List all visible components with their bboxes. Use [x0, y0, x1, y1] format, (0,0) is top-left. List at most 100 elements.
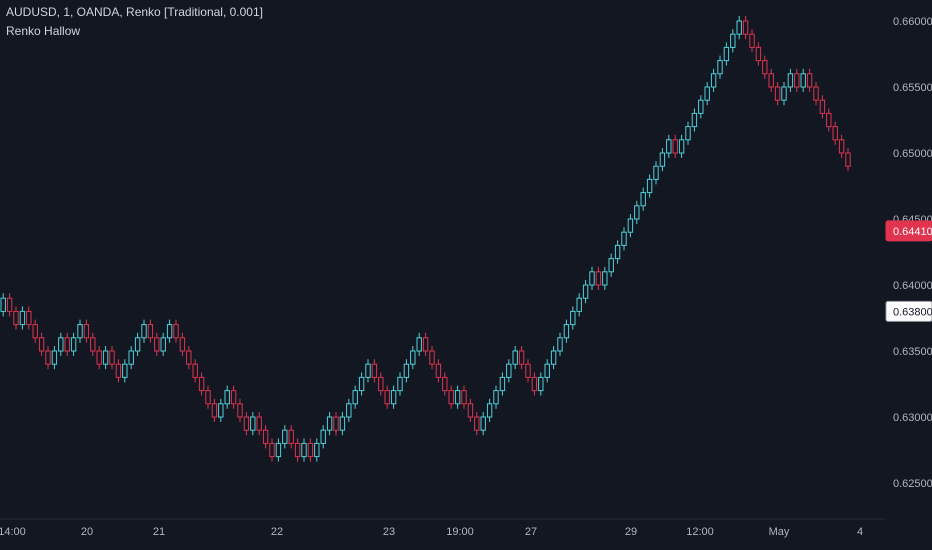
renko-brick: [294, 438, 301, 462]
renko-brick: [762, 55, 768, 79]
renko-brick: [205, 385, 211, 409]
price-tick-label: 0.65000: [893, 148, 932, 160]
renko-brick: [557, 332, 563, 356]
renko-brick: [352, 385, 358, 409]
price-tags: 0.64410 0.63800: [885, 220, 932, 322]
renko-brick: [333, 412, 339, 436]
renko-brick: [832, 121, 838, 145]
symbol-legend[interactable]: AUDUSD, 1, OANDA, Renko [Traditional, 0.…: [6, 5, 263, 19]
marker-price-tag: 0.63800: [885, 300, 932, 322]
price-tick-label: 0.64000: [893, 280, 932, 292]
time-tick-label: 21: [153, 526, 165, 538]
renko-brick: [704, 82, 710, 106]
renko-brick: [493, 385, 499, 409]
renko-brick: [614, 240, 621, 264]
renko-brick: [384, 385, 390, 409]
renko-brick: [486, 398, 493, 422]
renko-brick: [499, 372, 506, 396]
price-tick-label: 0.65500: [893, 82, 932, 94]
renko-brick: [58, 332, 64, 356]
renko-brick: [32, 319, 38, 343]
renko-brick: [666, 134, 672, 158]
renko-brick: [307, 438, 314, 462]
renko-brick: [845, 148, 851, 172]
current-price-tag: 0.64410: [885, 220, 932, 242]
renko-brick: [819, 95, 826, 119]
renko-brick: [0, 293, 6, 317]
price-tick-label: 0.66000: [893, 16, 932, 28]
renko-brick: [275, 438, 282, 462]
renko-brick: [269, 438, 275, 462]
time-tick-label: May: [769, 526, 790, 538]
renko-brick: [525, 359, 531, 383]
renko-brick: [390, 385, 397, 409]
renko-brick: [454, 385, 461, 409]
renko-brick: [115, 359, 122, 383]
renko-brick: [717, 55, 723, 79]
renko-brick: [544, 359, 550, 383]
time-tick-label: 12:00: [686, 526, 714, 538]
renko-brick: [160, 332, 166, 356]
renko-brick: [358, 372, 365, 396]
time-tick-label: 14:00: [0, 526, 26, 538]
renko-brick: [672, 134, 678, 158]
renko-brick: [192, 359, 198, 383]
indicator-legend[interactable]: Renko Hallow: [6, 24, 81, 38]
time-tick-label: 23: [383, 526, 395, 538]
renko-brick: [621, 227, 627, 251]
renko-brick: [26, 306, 32, 330]
renko-brick: [134, 332, 141, 356]
renko-brick: [755, 42, 762, 66]
renko-brick: [710, 68, 717, 92]
renko-brick: [301, 438, 307, 462]
renko-brick: [582, 280, 589, 304]
renko-brick: [230, 385, 237, 409]
renko-brick: [730, 29, 736, 53]
time-tick-label: 4: [857, 526, 863, 538]
renko-brick: [250, 412, 256, 436]
time-tick-label: 27: [525, 526, 537, 538]
renko-brick: [448, 385, 454, 409]
renko-brick: [749, 29, 755, 53]
renko-brick: [147, 319, 154, 343]
renko-brick: [435, 359, 442, 383]
renko-brick: [224, 385, 230, 409]
renko-brick: [166, 319, 173, 343]
renko-brick: [262, 425, 269, 449]
renko-brick: [570, 306, 576, 330]
renko-brick: [339, 412, 346, 436]
renko-brick: [640, 187, 646, 211]
svg-text:0.64410: 0.64410: [893, 226, 932, 238]
time-tick-label: 29: [625, 526, 637, 538]
renko-brick: [371, 359, 378, 383]
renko-brick: [6, 293, 13, 317]
renko-brick: [288, 425, 294, 449]
renko-brick: [736, 16, 742, 40]
renko-brick: [243, 412, 250, 436]
svg-text:0.63800: 0.63800: [893, 306, 932, 318]
renko-brick: [51, 346, 58, 370]
time-tick-label: 19:00: [446, 526, 474, 538]
renko-brick: [154, 332, 160, 356]
renko-brick: [538, 372, 544, 396]
renko-brick: [512, 346, 518, 370]
renko-brick: [576, 293, 582, 317]
renko-brick: [83, 319, 90, 343]
time-axis[interactable]: 14:00 20 21 22 23 19:00 27 29 12:00 May 4: [0, 526, 863, 538]
renko-brick: [128, 346, 134, 370]
renko-brick: [646, 174, 653, 198]
renko-brick: [90, 332, 96, 356]
renko-brick: [653, 161, 659, 185]
renko-brick: [794, 68, 800, 92]
renko-brick: [813, 82, 819, 106]
renko-brick: [806, 68, 813, 92]
renko-brick: [826, 108, 832, 132]
renko-brick: [442, 372, 448, 396]
renko-brick: [64, 332, 70, 356]
renko-brick: [678, 134, 685, 158]
renko-brick: [685, 121, 691, 145]
renko-brick: [410, 346, 416, 370]
renko-brick: [141, 319, 147, 343]
price-axis[interactable]: 0.660000.655000.650000.645000.640000.635…: [893, 16, 932, 490]
